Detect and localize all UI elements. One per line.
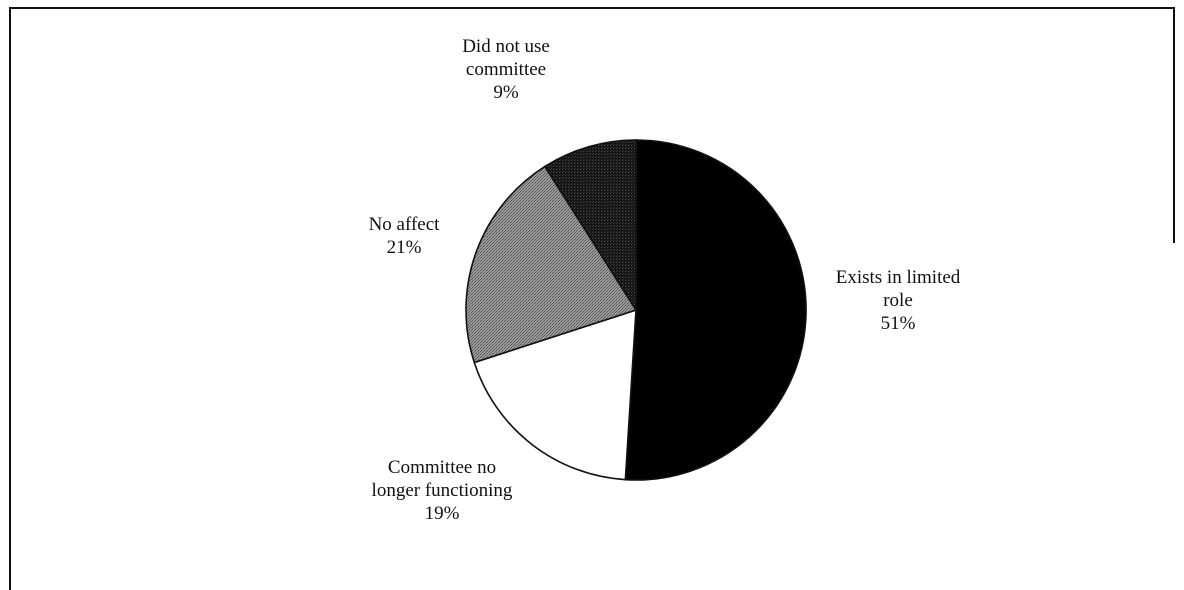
pie-slice-did-not-use-committee [543, 139, 637, 313]
slice-label-line: longer functioning [372, 480, 513, 501]
pie-slice-exists-in-limited-role [624, 139, 807, 481]
slice-label-line: committee [466, 59, 546, 80]
slice-percent-label: 21% [387, 237, 422, 258]
slice-label-line: Did not use [462, 36, 550, 57]
pie-slice-committee-no-longer-functioning [473, 308, 637, 481]
slice-label-line: Exists in limited [836, 267, 961, 288]
chart-frame-top-border [9, 7, 1175, 9]
slice-label-committee-no-longer-functioning: Committee no longer functioning 19% [372, 457, 513, 524]
slice-label-line: role [883, 290, 913, 311]
slice-label-exists-in-limited-role: Exists in limited role 51% [836, 267, 961, 334]
slice-label-no-affect: No affect 21% [369, 214, 441, 258]
slice-label-did-not-use-committee: Did not use committee 9% [462, 36, 550, 103]
slice-percent-label: 9% [493, 82, 519, 103]
chart-frame-left-border [9, 7, 11, 590]
slice-label-line: Committee no [388, 457, 496, 478]
pie-slice-no-affect [465, 165, 638, 364]
chart-frame-right-border [1173, 7, 1175, 243]
slice-percent-label: 19% [425, 503, 460, 524]
slice-label-line: No affect [369, 214, 441, 235]
slice-percent-label: 51% [881, 313, 916, 334]
